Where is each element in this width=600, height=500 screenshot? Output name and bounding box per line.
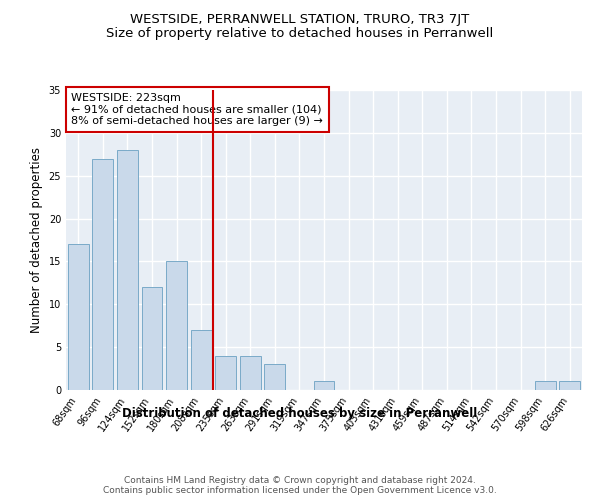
Text: WESTSIDE, PERRANWELL STATION, TRURO, TR3 7JT: WESTSIDE, PERRANWELL STATION, TRURO, TR3… [130,12,470,26]
Text: Size of property relative to detached houses in Perranwell: Size of property relative to detached ho… [106,28,494,40]
Y-axis label: Number of detached properties: Number of detached properties [30,147,43,333]
Text: WESTSIDE: 223sqm
← 91% of detached houses are smaller (104)
8% of semi-detached : WESTSIDE: 223sqm ← 91% of detached house… [71,93,323,126]
Bar [314,382,334,390]
Bar [142,287,163,390]
Bar [191,330,212,390]
Bar [117,150,138,390]
Bar [559,382,580,390]
Bar [92,158,113,390]
Bar [265,364,286,390]
Bar [215,356,236,390]
Text: Distribution of detached houses by size in Perranwell: Distribution of detached houses by size … [122,408,478,420]
Bar [68,244,89,390]
Bar [166,262,187,390]
Bar [240,356,261,390]
Bar [535,382,556,390]
Text: Contains HM Land Registry data © Crown copyright and database right 2024.
Contai: Contains HM Land Registry data © Crown c… [103,476,497,495]
